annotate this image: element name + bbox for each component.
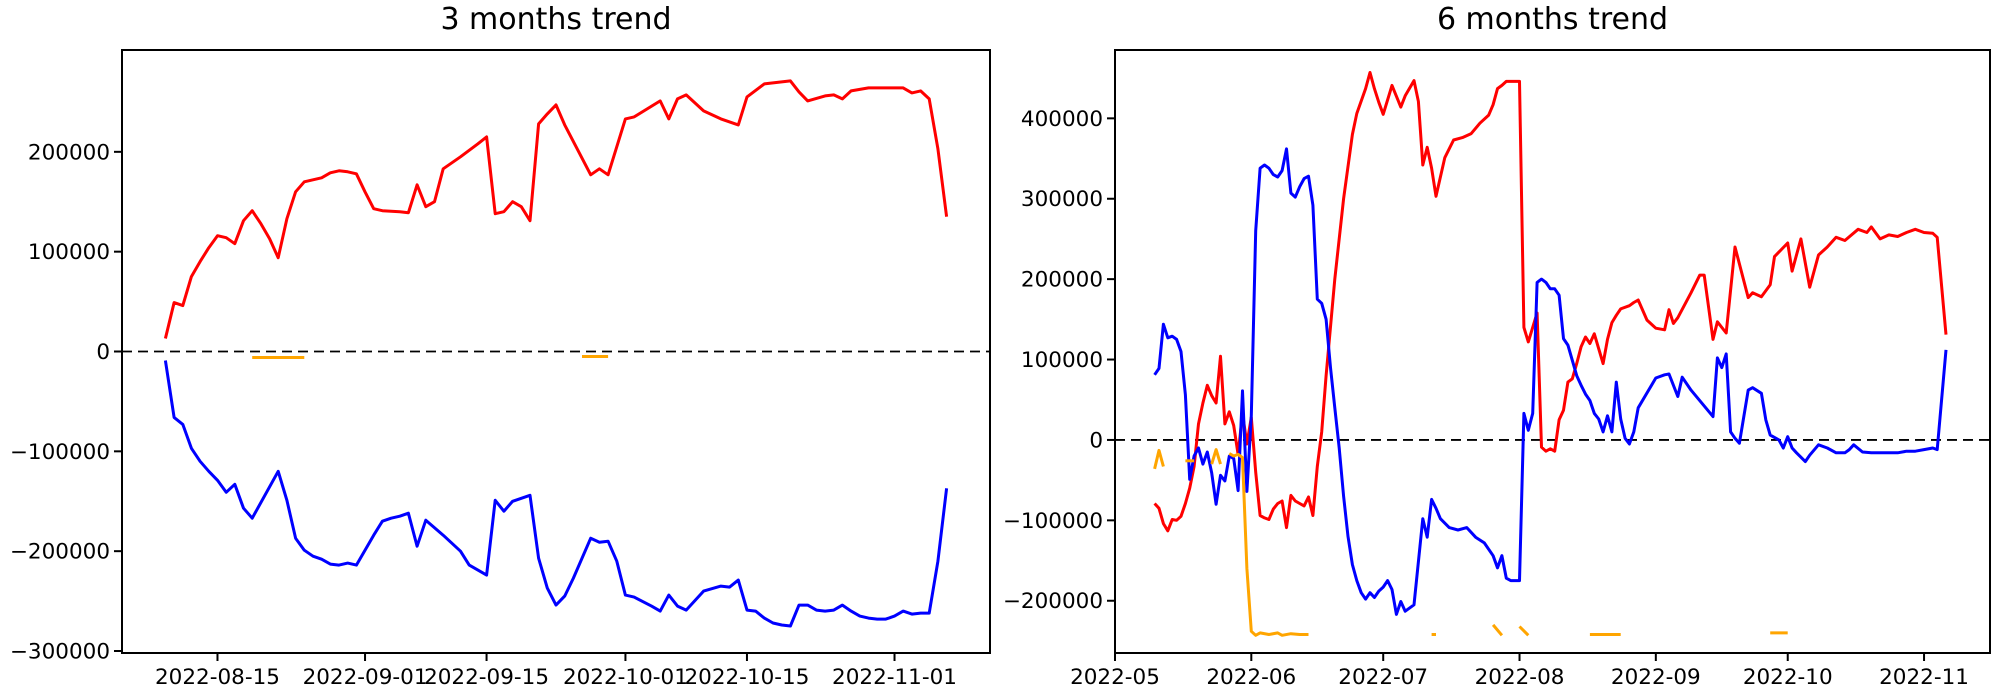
right-chart-red-line [1153,71,1948,533]
right-chart-title: 6 months trend [1436,2,1669,37]
right-x-tick-label: 2022-06 [1206,665,1296,690]
right-plot-border [1114,49,1991,654]
left-y-tick-label: 200000 [28,140,110,165]
right-x-tick-label: 2022-10 [1743,665,1833,690]
right-y-tick-label: 200000 [1021,268,1103,293]
left-x-tick-label: 2022-11-01 [832,665,957,690]
right-x-tick-label: 2022-11 [1879,665,1969,690]
right-chart-orange-line [1228,452,1309,637]
right-y-tick-label: 300000 [1021,187,1103,212]
right-y-tick-label: −100000 [1003,509,1103,534]
left-x-tick-label: 2022-09-15 [424,665,549,690]
left-y-tick-label: −200000 [10,540,110,565]
left-y-tick-label: 0 [96,340,110,365]
left-x-tick-label: 2022-10-01 [563,665,688,690]
right-x-tick-label: 2022-08 [1475,665,1565,690]
right-y-tick-label: 100000 [1021,348,1103,373]
left-x-tick-label: 2022-08-15 [155,665,280,690]
right-x-tick-label: 2022-09 [1611,665,1701,690]
left-chart-blue-line [163,360,949,628]
right-chart-blue-line [1153,147,1948,616]
right-chart-orange-line [1491,623,1504,637]
right-x-tick-label: 2022-07 [1338,665,1428,690]
left-x-tick-label: 2022-10-15 [684,665,809,690]
left-chart-red-line [163,79,949,339]
right-x-tick-label: 2022-05 [1070,665,1160,690]
right-chart-orange-line [1518,625,1530,637]
right-y-tick-label: 0 [1089,428,1103,453]
right-chart-orange-line [1210,448,1222,465]
left-chart-title: 3 months trend [440,2,672,37]
right-chart-orange-line [1153,448,1165,470]
right-y-tick-label: −200000 [1003,589,1103,614]
left-y-tick-label: −100000 [10,440,110,465]
left-y-tick-label: −300000 [10,640,110,665]
left-y-tick-label: 100000 [28,240,110,265]
right-y-tick-label: 400000 [1021,107,1103,132]
left-x-tick-label: 2022-09-01 [303,665,428,690]
